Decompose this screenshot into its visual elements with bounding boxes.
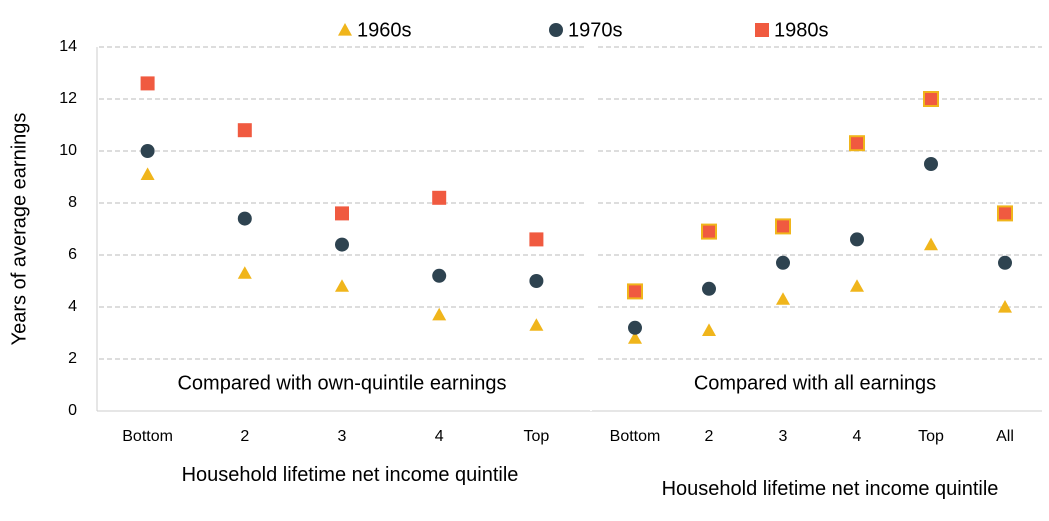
x-tick-label: 3 [779, 428, 788, 445]
legend-label: 1960s [357, 19, 412, 41]
legend-label: 1980s [774, 19, 829, 41]
x-axis-label: Household lifetime net income quintile [181, 464, 519, 486]
y-tick-label: 2 [68, 350, 77, 367]
marker-square [627, 283, 643, 300]
x-tick-label: 4 [435, 428, 444, 445]
y-tick-label: 12 [59, 90, 77, 107]
marker-square [923, 91, 939, 107]
marker-square [997, 205, 1013, 222]
panel-annotation: Compared with all earnings [694, 372, 936, 394]
marker-triangle [529, 318, 544, 331]
marker-triangle [432, 307, 447, 321]
marker-circle [702, 281, 716, 296]
y-tick-label: 0 [68, 402, 77, 419]
x-tick-label: 2 [240, 428, 249, 445]
x-tick-label: 4 [853, 428, 862, 445]
x-tick-label: Top [918, 428, 944, 445]
panel-annotation: Compared with own-quintile earnings [177, 372, 506, 394]
x-tick-label: Bottom [610, 428, 661, 445]
legend-marker [755, 23, 769, 37]
marker-square [701, 223, 717, 240]
marker-circle [237, 211, 252, 226]
marker-triangle [776, 292, 790, 305]
marker-triangle [140, 167, 155, 180]
marker-triangle [850, 279, 864, 292]
marker-triangle [702, 323, 716, 336]
marker-square [432, 190, 447, 205]
marker-circle [140, 144, 155, 158]
marker-circle [529, 274, 544, 288]
marker-triangle [335, 279, 349, 292]
marker-triangle [998, 300, 1012, 313]
marker-circle [432, 268, 447, 283]
marker-triangle [924, 237, 938, 251]
legend-marker [549, 23, 563, 37]
y-axis-label: Years of average earnings [8, 113, 30, 346]
y-tick-label: 4 [68, 298, 77, 315]
marker-square [140, 76, 155, 91]
marker-square [335, 206, 349, 221]
marker-square [237, 123, 252, 138]
marker-circle [924, 157, 938, 171]
x-tick-label: 2 [705, 428, 714, 445]
x-tick-label: 3 [338, 428, 347, 445]
y-tick-label: 10 [59, 142, 77, 159]
marker-circle [335, 237, 349, 252]
marker-circle [628, 320, 642, 335]
y-tick-label: 14 [59, 38, 77, 55]
x-tick-label: All [996, 428, 1014, 445]
marker-square [849, 135, 865, 152]
y-tick-label: 6 [68, 246, 77, 263]
legend-marker [338, 23, 352, 36]
marker-triangle [628, 331, 642, 344]
marker-circle [998, 255, 1012, 270]
marker-square [529, 232, 544, 247]
x-axis-label: Household lifetime net income quintile [661, 478, 999, 500]
x-tick-label: Bottom [122, 428, 173, 445]
marker-square [775, 218, 791, 235]
x-tick-label: Top [524, 428, 550, 445]
legend-label: 1970s [568, 19, 623, 41]
marker-circle [776, 255, 790, 270]
y-tick-label: 8 [68, 194, 77, 211]
marker-triangle [237, 266, 252, 279]
marker-circle [850, 232, 864, 247]
